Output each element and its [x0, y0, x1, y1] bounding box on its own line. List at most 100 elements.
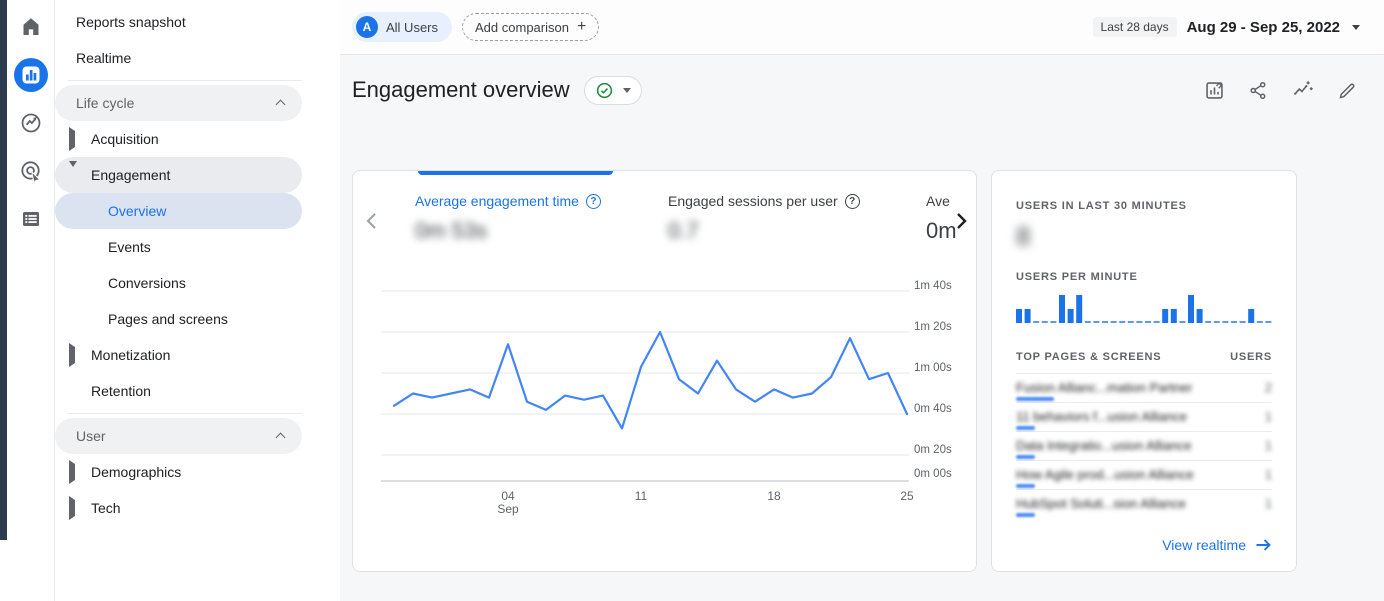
top-pages-header: TOP PAGES & SCREENS USERS — [1016, 351, 1272, 363]
expand-caret-icon — [69, 460, 77, 484]
add-comparison-label: Add comparison — [475, 19, 569, 35]
svg-text:18: 18 — [767, 489, 781, 503]
expand-caret-icon — [69, 127, 77, 151]
sidebar-item-overview[interactable]: Overview — [55, 193, 302, 229]
view-realtime-link[interactable]: View realtime — [1162, 537, 1272, 553]
date-range-label: Aug 29 - Sep 25, 2022 — [1186, 18, 1340, 36]
top-pages-list: Fusion Allianc...mation Partner 2 11 beha… — [1016, 373, 1272, 518]
sidebar-item-demographics[interactable]: Demographics — [55, 454, 302, 490]
check-circle-icon — [595, 81, 614, 100]
report-status-dropdown[interactable] — [583, 75, 642, 105]
main-content: A All Users Add comparison + Last 28 day… — [340, 0, 1384, 601]
report-header: Engagement overview — [352, 69, 1358, 111]
metric-tab-next-partial[interactable]: Ave 0m — [926, 193, 976, 244]
segment-avatar: A — [356, 16, 378, 38]
share-icon[interactable] — [1248, 80, 1269, 101]
chevron-up-icon — [275, 432, 286, 443]
svg-text:1m 20s: 1m 20s — [914, 321, 952, 333]
page-users-bar — [1016, 484, 1035, 488]
sidebar-item-conversions[interactable]: Conversions — [108, 275, 186, 291]
metric-value: 0m 53s — [415, 218, 488, 243]
add-comparison-button[interactable]: Add comparison + — [462, 13, 600, 41]
sidebar-item-reports-snapshot[interactable]: Reports snapshot — [76, 14, 186, 30]
svg-text:0m 40s: 0m 40s — [914, 403, 952, 415]
page-users-bar — [1016, 455, 1035, 459]
carousel-progress-indicator — [418, 171, 613, 175]
users-per-minute-chart — [1016, 295, 1272, 323]
sidebar-item-retention[interactable]: Retention — [91, 383, 151, 399]
engagement-metrics-card: Average engagement time? 0m 53s Engaged … — [352, 170, 977, 572]
help-icon[interactable]: ? — [585, 193, 601, 209]
top-pages-label: TOP PAGES & SCREENS — [1016, 351, 1162, 363]
realtime-card: USERS IN LAST 30 MINUTES 8 USERS PER MIN… — [991, 170, 1297, 572]
edit-icon[interactable] — [1337, 80, 1358, 101]
sidebar-item-events[interactable]: Events — [108, 239, 151, 255]
all-users-label: All Users — [386, 19, 439, 35]
nav-reports-button[interactable] — [13, 58, 48, 92]
sidebar-divider — [68, 80, 302, 81]
sidebar-divider — [68, 413, 302, 414]
svg-text:1m 40s: 1m 40s — [914, 280, 952, 292]
metric-value: 0.7 — [668, 218, 699, 243]
sidebar-item-pages-and-screens[interactable]: Pages and screens — [108, 311, 228, 327]
svg-text:1m 00s: 1m 00s — [914, 362, 952, 374]
users-per-minute-label: USERS PER MINUTE — [1016, 271, 1138, 283]
list-item: Data Integratio...usion Alliance 1 — [1016, 431, 1272, 460]
date-preset-chip: Last 28 days — [1092, 17, 1177, 37]
advertising-icon — [19, 159, 43, 183]
expand-caret-icon — [69, 343, 77, 367]
reports-sidebar: Reports snapshot Realtime Life cycle Acq… — [55, 0, 340, 601]
nav-home-button[interactable] — [14, 10, 48, 44]
sidebar-item-realtime[interactable]: Realtime — [76, 50, 132, 66]
sidebar-item-engagement[interactable]: Engagement — [55, 157, 302, 193]
chevron-right-icon[interactable] — [952, 209, 970, 233]
metric-tab-avg-engagement-time[interactable]: Average engagement time? 0m 53s — [415, 193, 601, 244]
insights-icon[interactable] — [1292, 79, 1314, 101]
report-actions — [1204, 79, 1358, 101]
filter-bar: A All Users Add comparison + Last 28 day… — [340, 0, 1384, 55]
explore-icon — [19, 111, 43, 135]
metric-tab-engaged-sessions-per-user[interactable]: Engaged sessions per user? 0.7 — [668, 193, 860, 244]
svg-text:04: 04 — [501, 489, 515, 503]
sidebar-item-tech[interactable]: Tech — [55, 490, 302, 526]
list-item: 11 behaviors f...usion Alliance 1 — [1016, 402, 1272, 431]
list-item: Fusion Allianc...mation Partner 2 — [1016, 373, 1272, 402]
nav-advertising-button[interactable] — [14, 154, 48, 188]
metric-value: 0m — [926, 218, 957, 243]
date-range-picker[interactable]: Last 28 days Aug 29 - Sep 25, 2022 — [1092, 17, 1360, 37]
svg-text:25: 25 — [900, 489, 914, 503]
window-edge — [0, 0, 7, 540]
svg-text:11: 11 — [635, 489, 648, 503]
page-title: Engagement overview — [352, 77, 570, 102]
list-item: How Agile prod...usion Alliance 1 — [1016, 460, 1272, 489]
sidebar-item-monetization[interactable]: Monetization — [55, 337, 302, 373]
home-icon — [19, 15, 43, 39]
all-users-segment-chip[interactable]: A All Users — [352, 12, 453, 42]
chevron-left-icon[interactable] — [363, 209, 381, 233]
sidebar-item-acquisition[interactable]: Acquisition — [55, 121, 302, 157]
chevron-down-icon — [1352, 24, 1360, 30]
sidebar-section-user[interactable]: User — [55, 418, 302, 454]
page-users-bar — [1016, 426, 1035, 430]
help-icon[interactable]: ? — [844, 193, 860, 209]
users-30min-label: USERS IN LAST 30 MINUTES — [1016, 200, 1187, 212]
chevron-up-icon — [275, 99, 286, 110]
nav-explore-button[interactable] — [14, 106, 48, 140]
library-icon — [19, 207, 43, 231]
sidebar-section-life-cycle[interactable]: Life cycle — [55, 85, 302, 121]
nav-library-button[interactable] — [14, 202, 48, 236]
page-users-bar — [1016, 397, 1054, 401]
report-cards: Average engagement time? 0m 53s Engaged … — [352, 170, 1384, 572]
list-item: HubSpot Soluti...sion Alliance 1 — [1016, 489, 1272, 518]
chevron-down-icon — [622, 87, 631, 93]
customize-report-icon[interactable] — [1204, 80, 1225, 101]
users-30min-value: 8 — [1016, 221, 1031, 251]
collapse-caret-icon — [69, 161, 77, 183]
expand-caret-icon — [69, 496, 77, 520]
svg-text:Sep: Sep — [497, 502, 519, 516]
nav-rail — [7, 0, 55, 601]
page-users-bar — [1016, 513, 1035, 517]
reports-icon — [14, 58, 48, 92]
engagement-line-chart: 1m 40s 1m 20s 1m 00s 0m 40s 0m 20s 0m 00s 04Se… — [381, 280, 952, 516]
svg-text:0m 20s: 0m 20s — [914, 444, 952, 456]
